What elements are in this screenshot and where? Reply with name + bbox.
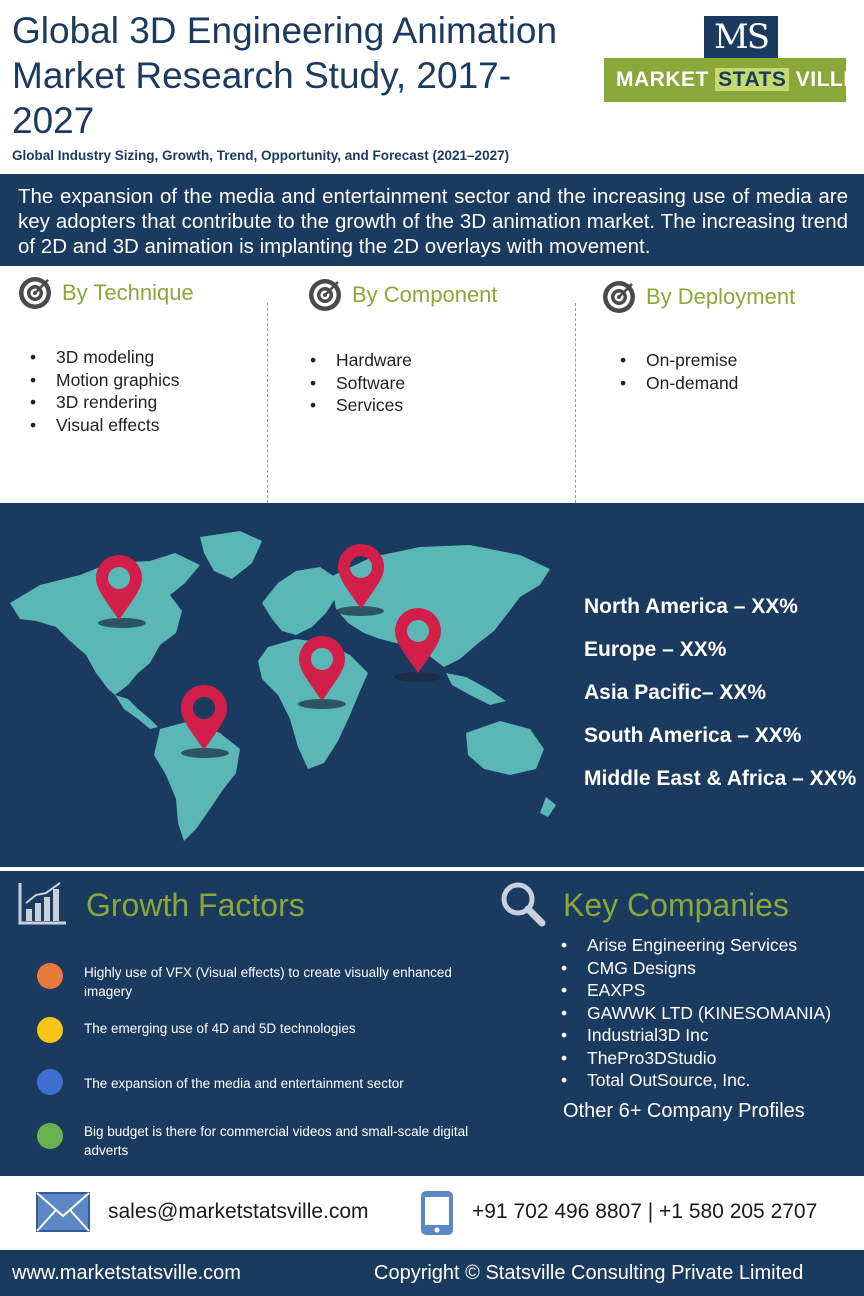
target-icon <box>603 281 635 313</box>
column-divider <box>267 303 268 503</box>
list-item: Arise Engineering Services <box>561 934 831 957</box>
segment-component: By Component <box>308 278 498 312</box>
contact-phone[interactable]: +91 702 496 8807 | +1 580 205 2707 <box>472 1200 818 1223</box>
list-item: Hardware <box>310 349 412 372</box>
bullet-dot-yellow <box>37 1017 63 1043</box>
pin-shadow <box>336 606 384 616</box>
growth-factor-item: Highly use of VFX (Visual effects) to cr… <box>84 965 452 999</box>
location-pin-icon <box>180 684 228 750</box>
landmass-southeast-asia <box>446 673 506 705</box>
page-title: Global 3D Engineering Animation Market R… <box>12 10 558 141</box>
region-label: Middle East & Africa – XX% <box>584 767 857 790</box>
deployment-list: On-premise On-demand <box>620 349 738 394</box>
bullet-dot-blue <box>37 1069 63 1095</box>
list-item: Visual effects <box>30 414 180 437</box>
list-item: Services <box>310 394 412 417</box>
column-divider <box>575 303 576 503</box>
list-item: On-premise <box>620 349 738 372</box>
bar-chart-icon <box>18 882 66 925</box>
phone-icon <box>421 1191 453 1235</box>
world-map <box>10 531 556 841</box>
intro-text: The expansion of the media and entertain… <box>18 185 848 258</box>
pin-shadow <box>298 699 346 709</box>
list-item: Total OutSource, Inc. <box>561 1069 831 1092</box>
location-pin-icon <box>395 608 441 673</box>
region-label: Europe – XX% <box>584 638 727 661</box>
pin-shadow <box>98 618 146 628</box>
bullet-dot-orange <box>37 963 63 989</box>
segment-heading: By Deployment <box>602 280 795 314</box>
location-pin-icon <box>299 636 345 701</box>
list-item: CMG Designs <box>561 957 831 980</box>
intro-banner: The expansion of the media and entertain… <box>0 174 864 266</box>
logo-word-ville: VILLE <box>795 68 858 91</box>
list-item: GAWWK LTD (KINESOMANIA) <box>561 1002 831 1025</box>
pin-shadow <box>181 748 229 758</box>
segment-title: By Component <box>352 282 498 307</box>
footer: www.marketstatsville.com Copyright © Sta… <box>0 1250 864 1296</box>
logo-monogram: MS <box>704 16 778 58</box>
continent-australia <box>466 721 544 775</box>
list-item: EAXPS <box>561 979 831 1002</box>
landmass-greenland <box>200 531 262 579</box>
key-companies-title: Key Companies <box>563 887 789 923</box>
factors-companies-section: Growth Factors Highly use of VFX (Visual… <box>0 871 864 1176</box>
pin-shadow <box>394 672 442 682</box>
list-item: Industrial3D Inc <box>561 1024 831 1047</box>
continent-europe <box>262 567 338 635</box>
technique-list: 3D modeling Motion graphics 3D rendering… <box>30 346 180 436</box>
list-item: ThePro3DStudio <box>561 1047 831 1070</box>
region-label: North America – XX% <box>584 595 798 618</box>
growth-factor-item: The emerging use of 4D and 5D technologi… <box>84 1021 356 1036</box>
segment-technique: By Technique <box>18 276 194 310</box>
list-item: 3D rendering <box>30 391 180 414</box>
list-item: 3D modeling <box>30 346 180 369</box>
growth-factor-item: The expansion of the media and entertain… <box>84 1076 404 1091</box>
continent-asia <box>330 545 550 667</box>
segment-title: By Deployment <box>646 284 796 309</box>
logo-word-market: MARKET <box>616 68 709 91</box>
regional-map-section: North America – XX% Europe – XX% Asia Pa… <box>0 503 864 867</box>
segment-heading: By Component <box>308 278 498 312</box>
list-item: Motion graphics <box>30 369 180 392</box>
contact-email[interactable]: sales@marketstatsville.com <box>108 1200 369 1223</box>
magnifier-icon <box>501 882 546 927</box>
company-logo: MS MARKET STATS VILLE <box>604 16 857 102</box>
footer-copyright: Copyright © Statsville Consulting Privat… <box>374 1262 804 1284</box>
email-icon <box>36 1192 90 1232</box>
growth-factors-title: Growth Factors <box>86 887 305 923</box>
other-companies-note: Other 6+ Company Profiles <box>563 1100 805 1122</box>
component-list: Hardware Software Services <box>310 349 412 417</box>
landmass-central-america <box>115 695 158 729</box>
list-item: Software <box>310 372 412 395</box>
growth-factor-item: Big budget is there for commercial video… <box>84 1124 469 1158</box>
page-subtitle: Global Industry Sizing, Growth, Trend, O… <box>12 148 510 163</box>
segment-heading: By Technique <box>18 276 194 310</box>
location-pin-icon <box>338 544 384 609</box>
footer-website-link[interactable]: www.marketstatsville.com <box>12 1262 241 1284</box>
segment-deployment: By Deployment <box>602 280 795 314</box>
region-label: South America – XX% <box>584 724 802 747</box>
logo-wordmark: MARKET STATS VILLE <box>616 68 858 92</box>
key-companies-list: Arise Engineering Services CMG Designs E… <box>561 934 831 1092</box>
landmass-new-zealand <box>540 797 556 817</box>
target-icon <box>19 277 51 309</box>
logo-word-stats: STATS <box>715 68 790 91</box>
target-icon <box>309 279 341 311</box>
bullet-dot-green <box>37 1123 63 1149</box>
location-pin-icon <box>96 555 142 620</box>
segment-title: By Technique <box>62 280 194 305</box>
list-item: On-demand <box>620 372 738 395</box>
region-label: Asia Pacific– XX% <box>584 681 767 704</box>
